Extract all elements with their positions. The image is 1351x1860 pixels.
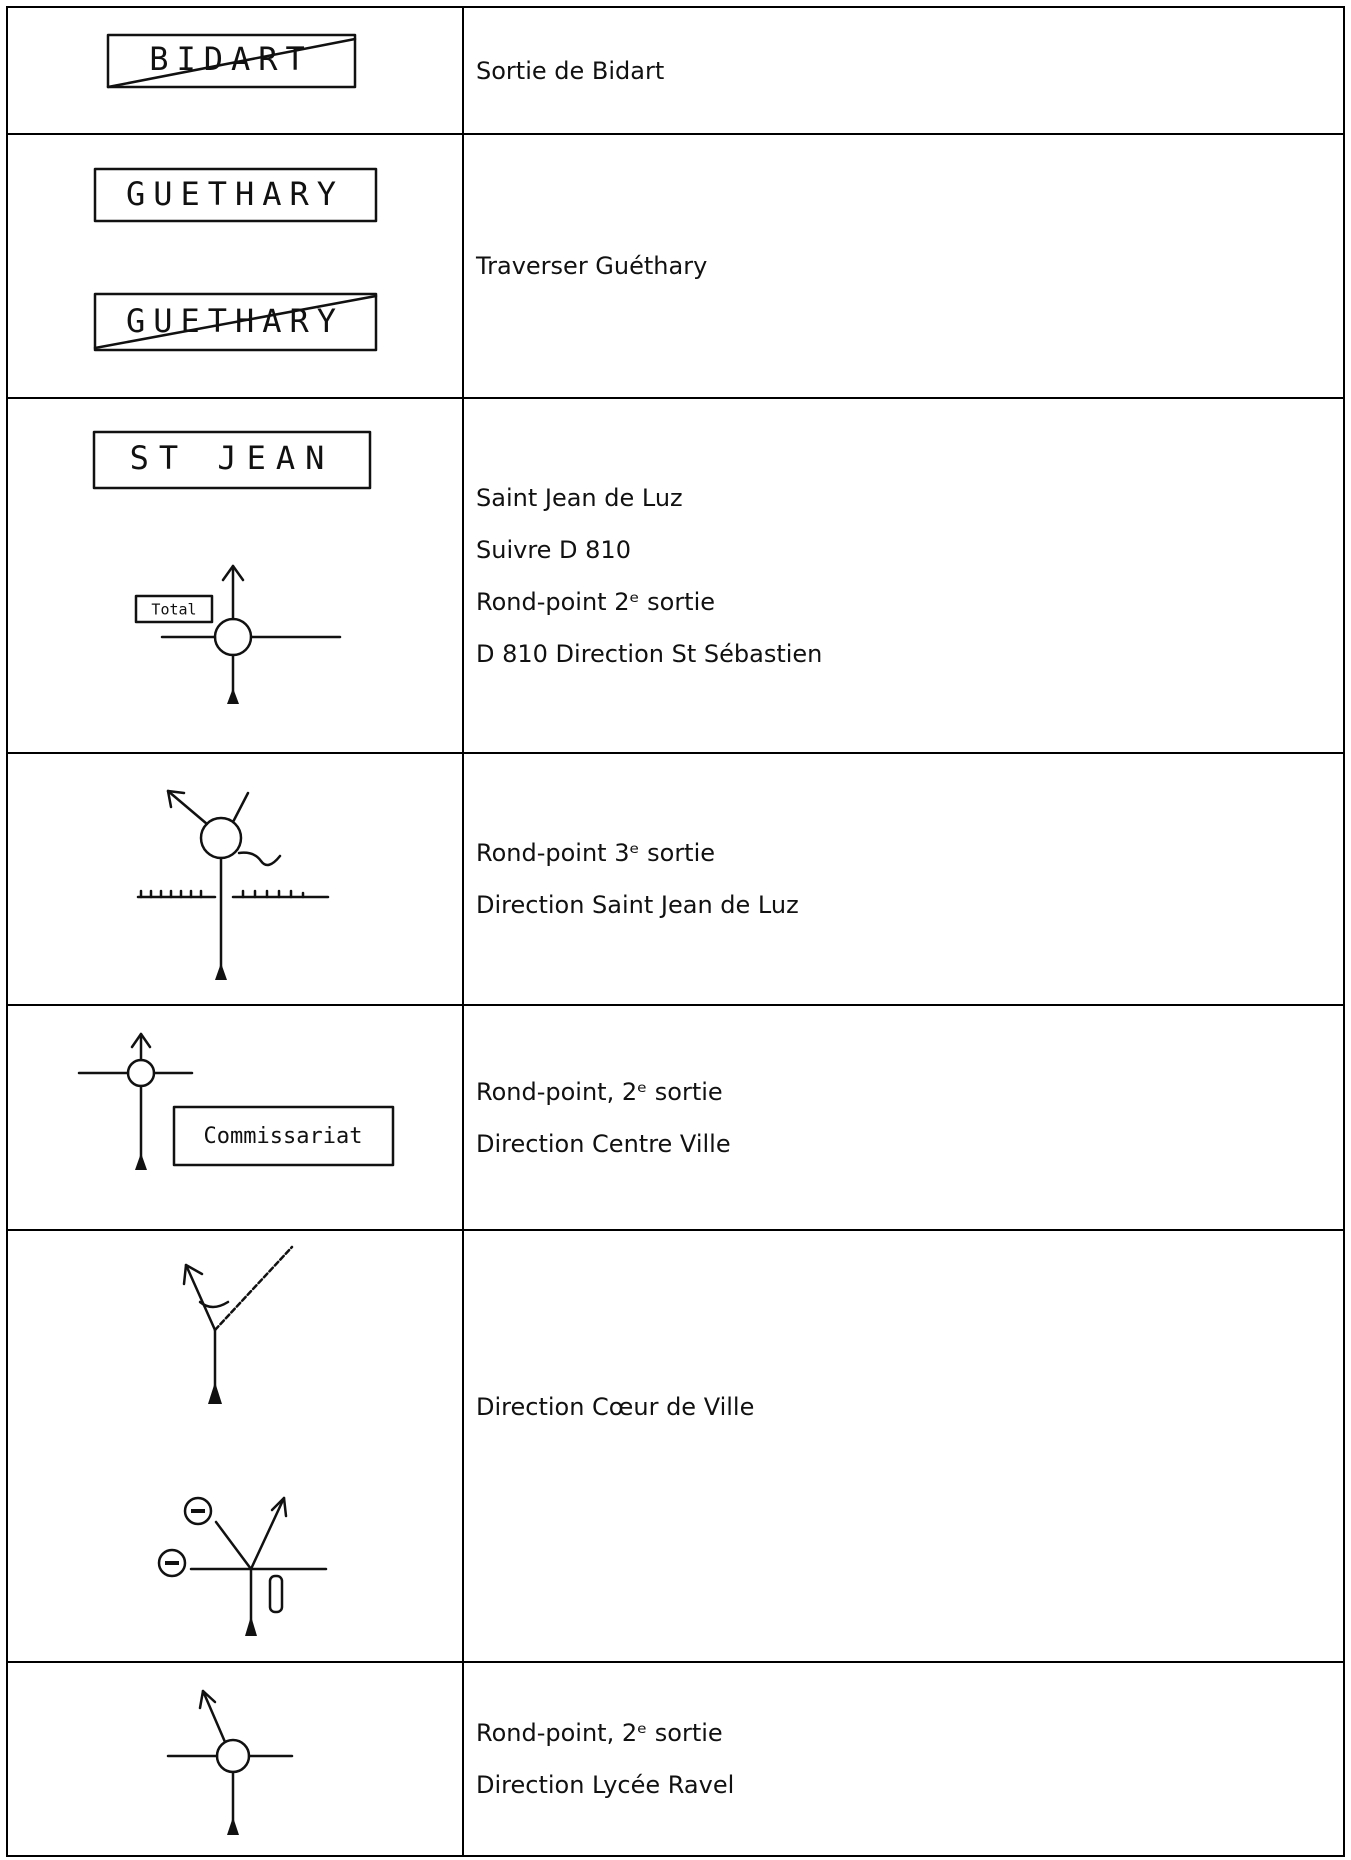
instruction-line: Saint Jean de Luz <box>476 483 683 512</box>
row: Direction Cœur de Ville <box>6 1229 1345 1663</box>
sign-label: ST JEAN <box>130 439 335 477</box>
sketch-cell: ST JEAN Total <box>6 397 464 754</box>
sign-label: Total <box>151 601 196 619</box>
sign-label: Commissariat <box>204 1124 363 1149</box>
sign-label: BIDART <box>149 40 313 78</box>
sketch-cell <box>6 1229 464 1663</box>
text-cell: Rond-point 3ᵉ sortie Direction Saint Jean… <box>462 752 1345 1006</box>
sketch <box>157 1245 328 1636</box>
row: Commissariat Rond-point, 2ᵉ sortie Direct… <box>6 1004 1345 1231</box>
text-cell: Direction Cœur de Ville <box>462 1229 1345 1663</box>
instruction-line: D 810 Direction St Sébastien <box>476 639 823 668</box>
sketch: GUETHARY GUETHARY <box>93 167 378 352</box>
sketch <box>136 789 330 980</box>
instruction-line: Traverser Guéthary <box>476 252 708 280</box>
sign-label: GUETHARY <box>126 302 344 340</box>
sketch-cell: BIDART <box>6 6 464 135</box>
row: BIDART Sortie de Bidart <box>6 6 1345 135</box>
instruction-line: Direction Saint Jean de Luz <box>476 891 799 919</box>
sign-label: GUETHARY <box>126 175 344 213</box>
sketch <box>166 1689 294 1835</box>
sketch-cell: Commissariat <box>6 1004 464 1231</box>
route-table: BIDART Sortie de Bidart GUETHARY GUETHAR… <box>6 6 1345 1857</box>
instruction-line: Rond-point 2ᵉ sortie <box>476 587 716 616</box>
instruction-line: Direction Centre Ville <box>476 1129 731 1158</box>
row: Rond-point 3ᵉ sortie Direction Saint Jean… <box>6 752 1345 1006</box>
instruction-line: Rond-point 3ᵉ sortie <box>476 839 716 867</box>
text-cell: Rond-point, 2ᵉ sortie Direction Lycée Rav… <box>462 1661 1345 1857</box>
instruction-line: Direction Cœur de Ville <box>476 1393 755 1421</box>
instruction-line: Suivre D 810 <box>476 535 631 564</box>
row: Rond-point, 2ᵉ sortie Direction Lycée Rav… <box>6 1661 1345 1857</box>
sketch-cell <box>6 752 464 1006</box>
text-cell: Sortie de Bidart <box>462 6 1345 135</box>
sketch: ST JEAN Total <box>92 430 372 704</box>
sketch-cell: GUETHARY GUETHARY <box>6 133 464 399</box>
instruction-line: Direction Lycée Ravel <box>476 1771 735 1799</box>
row: GUETHARY GUETHARY Traverser Guéthary <box>6 133 1345 399</box>
row: ST JEAN Total Saint Jean de Luz Suivre D … <box>6 397 1345 754</box>
text-cell: Rond-point, 2ᵉ sortie Direction Centre Vi… <box>462 1004 1345 1231</box>
text-cell: Saint Jean de Luz Suivre D 810 Rond-point … <box>462 397 1345 754</box>
instruction-line: Rond-point, 2ᵉ sortie <box>476 1077 723 1106</box>
text-cell: Traverser Guéthary <box>462 133 1345 399</box>
instruction-line: Sortie de Bidart <box>476 56 665 85</box>
sketch-cell <box>6 1661 464 1857</box>
instruction-line: Rond-point, 2ᵉ sortie <box>476 1719 723 1747</box>
sketch: Commissariat <box>77 1032 395 1170</box>
sketch: BIDART <box>106 33 357 89</box>
